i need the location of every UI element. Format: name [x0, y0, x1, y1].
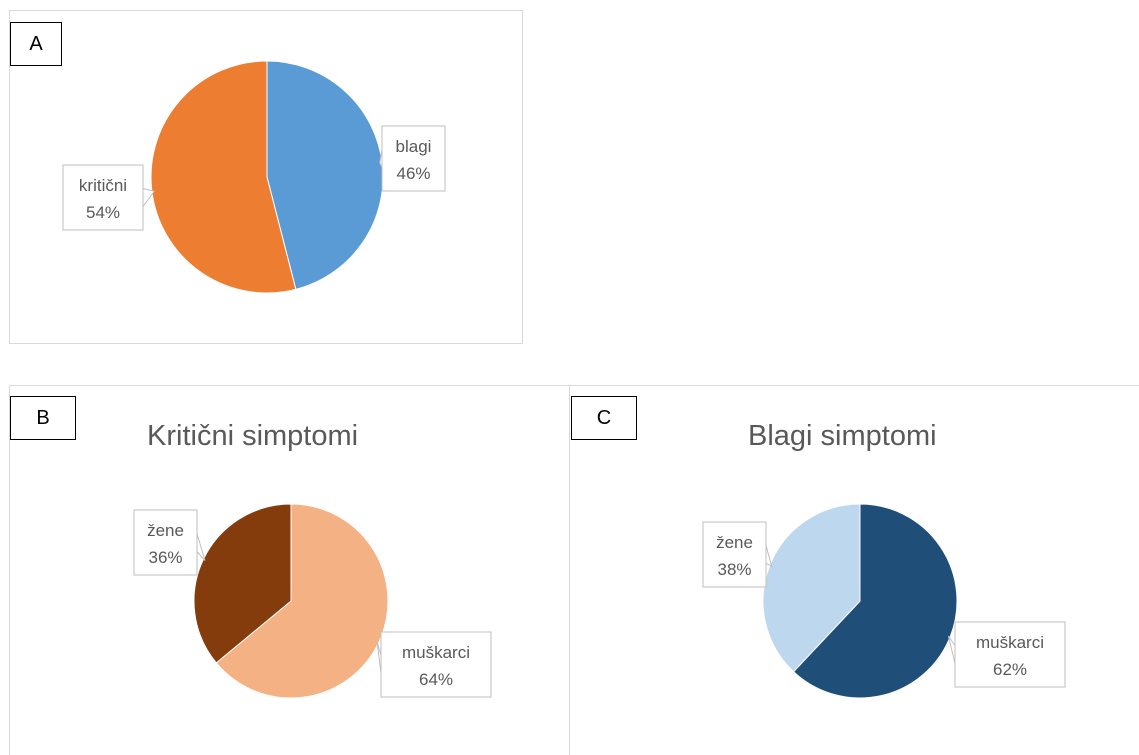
callout-box-a-1	[62, 164, 144, 231]
slice-label-c-1: žene	[716, 533, 753, 552]
callout-pointer-c-1	[765, 545, 773, 567]
callout-box-b-0	[380, 631, 492, 698]
callout-box-c-1	[702, 521, 767, 588]
slice-label-a-1: kritični	[79, 176, 127, 195]
slice-value-c-0: 62%	[993, 660, 1027, 679]
chart-title-kriticni: Kritični simptomi	[147, 420, 359, 452]
callout-pointer-b-1	[196, 533, 206, 561]
slice-label-b-0: muškarci	[402, 643, 470, 662]
slice-value-c-1: 38%	[717, 560, 751, 579]
slice-label-a-0: blagi	[396, 137, 432, 156]
callout-box-b-1	[133, 509, 198, 576]
pie-slice-c-0	[792, 503, 958, 699]
panel-letter-a: A	[10, 22, 62, 66]
slice-label-c-0: muškarci	[976, 633, 1044, 652]
slice-value-b-0: 64%	[419, 670, 453, 689]
chart-title-blagi: Blagi simptomi	[748, 420, 937, 452]
slice-label-b-1: žene	[147, 521, 184, 540]
callout-pointer-b-0	[376, 641, 382, 674]
pie-slice-b-1	[193, 503, 292, 664]
slice-value-b-1: 36%	[148, 548, 182, 567]
callout-box-a-0	[381, 125, 446, 192]
panel-letter-b: B	[10, 396, 76, 440]
panel-letter-c: C	[571, 396, 637, 440]
pie-slice-b-0	[215, 503, 389, 699]
slice-value-a-0: 46%	[396, 164, 430, 183]
callout-box-c-0	[954, 621, 1066, 688]
slice-value-a-1: 54%	[86, 203, 120, 222]
callout-pointer-c-0	[947, 635, 956, 664]
